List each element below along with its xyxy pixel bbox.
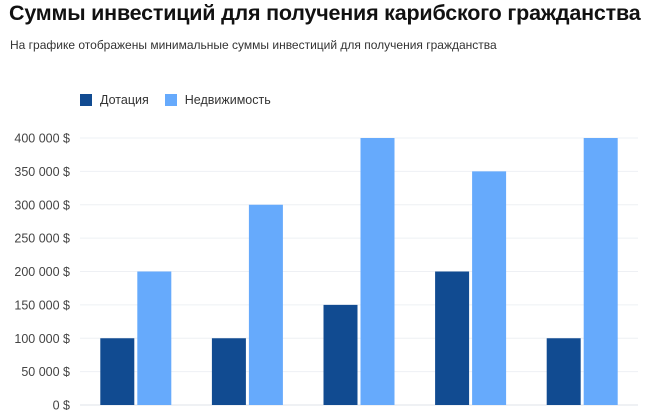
legend-item-real-estate[interactable]: Недвижимость bbox=[164, 93, 271, 107]
bar-dotation bbox=[323, 304, 358, 405]
y-tick-label: 350 000 $ bbox=[14, 165, 70, 179]
legend-swatch-dotation bbox=[80, 94, 92, 106]
y-tick-label: 150 000 $ bbox=[14, 298, 70, 312]
bar-real-estate bbox=[137, 271, 172, 405]
y-tick-label: 100 000 $ bbox=[14, 332, 70, 346]
bar-dotation bbox=[435, 271, 470, 405]
bar-real-estate bbox=[472, 171, 507, 405]
legend-label-real-estate: Недвижимость bbox=[184, 93, 271, 107]
bar-dotation bbox=[100, 338, 135, 405]
legend-swatch-real-estate bbox=[164, 94, 177, 106]
chart-subtitle: На графике отображены минимальные суммы … bbox=[10, 38, 497, 52]
bar-dotation bbox=[211, 338, 246, 405]
y-tick-label: 200 000 $ bbox=[14, 265, 70, 279]
y-tick-label: 0 $ bbox=[53, 399, 70, 410]
legend-label-dotation: Дотация bbox=[100, 93, 149, 107]
y-tick-label: 50 000 $ bbox=[21, 365, 70, 379]
legend: Дотация Недвижимость bbox=[80, 93, 287, 107]
bar-real-estate bbox=[248, 204, 283, 405]
legend-item-dotation[interactable]: Дотация bbox=[80, 93, 149, 107]
y-tick-label: 300 000 $ bbox=[14, 198, 70, 212]
bar-real-estate bbox=[360, 138, 395, 405]
bar-dotation bbox=[546, 338, 581, 405]
bar-real-estate bbox=[583, 138, 618, 405]
y-tick-label: 400 000 $ bbox=[14, 132, 70, 146]
chart-title: Суммы инвестиций для получения карибског… bbox=[9, 1, 641, 25]
y-tick-label: 250 000 $ bbox=[14, 232, 70, 246]
